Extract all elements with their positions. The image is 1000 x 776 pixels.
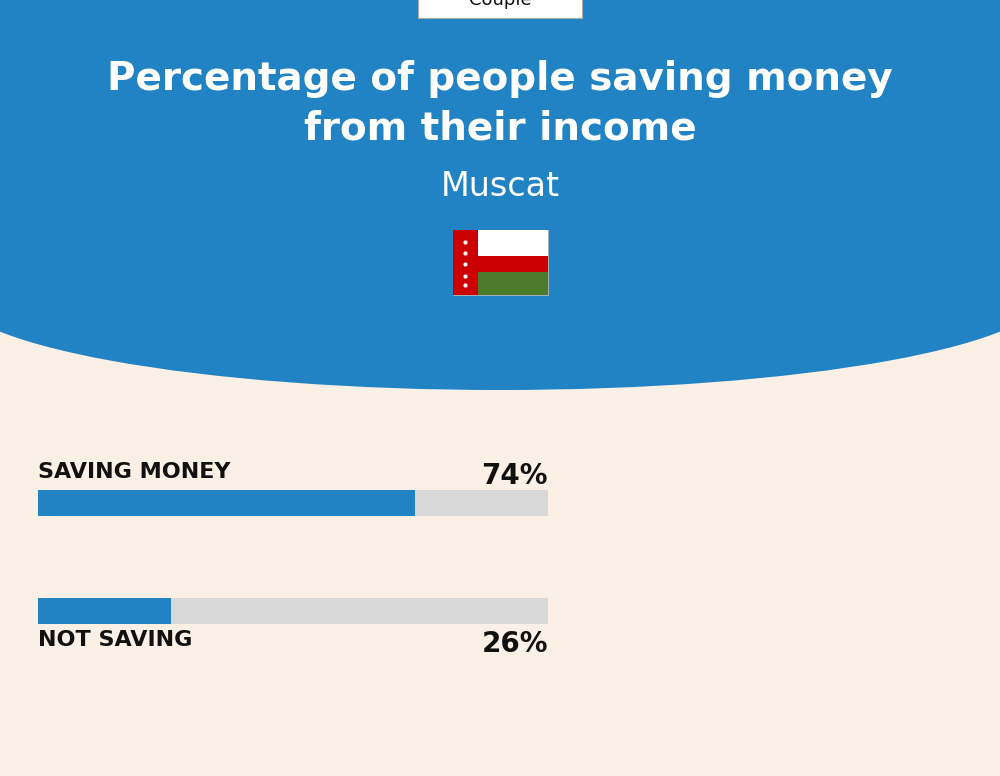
Bar (38, 490, 548, 516)
Text: Percentage of people saving money: Percentage of people saving money (107, 60, 893, 98)
Text: from their income: from their income (304, 110, 696, 148)
Bar (0, 0, 1000, 290)
FancyBboxPatch shape (418, 0, 582, 18)
Bar (38, 490, 415, 516)
Text: SAVING MONEY: SAVING MONEY (38, 462, 230, 482)
Bar (478, 272, 548, 295)
Bar (453, 230, 478, 295)
Text: Muscat: Muscat (440, 170, 560, 203)
Text: Couple: Couple (469, 0, 531, 9)
Ellipse shape (0, 190, 1000, 390)
Bar (453, 230, 548, 295)
Bar (478, 230, 548, 256)
Bar (38, 598, 171, 624)
Text: 26%: 26% (482, 630, 548, 658)
Text: NOT SAVING: NOT SAVING (38, 630, 192, 650)
Bar (38, 598, 548, 624)
Bar (478, 256, 548, 272)
Text: 74%: 74% (482, 462, 548, 490)
